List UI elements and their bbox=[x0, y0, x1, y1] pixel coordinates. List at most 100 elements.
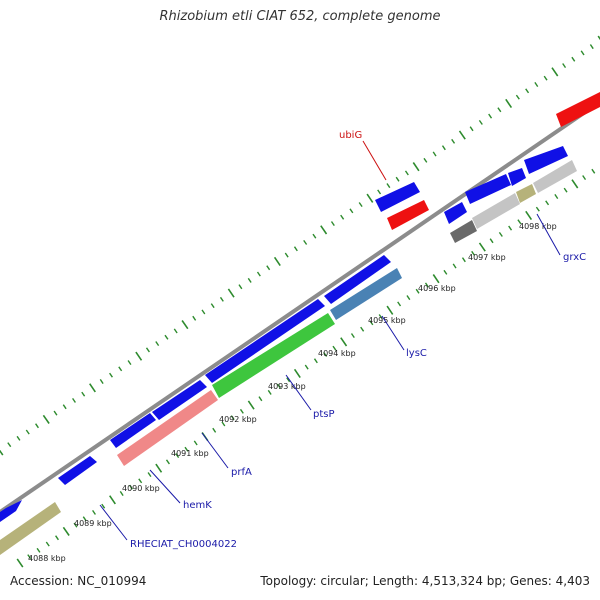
feature-pink-hemk[interactable] bbox=[117, 390, 218, 466]
tick-mark bbox=[27, 554, 32, 560]
gene-label-ptsp[interactable]: ptsP bbox=[313, 409, 335, 420]
tick-mark bbox=[201, 309, 206, 315]
feature-red-ubig[interactable] bbox=[387, 200, 429, 230]
tick-mark bbox=[266, 265, 271, 271]
tick-label: 4088 kbp bbox=[28, 554, 66, 563]
gene-label-hemk[interactable]: hemK bbox=[183, 500, 212, 511]
tick-mark bbox=[165, 459, 170, 465]
gene-label-ubig[interactable]: ubiG bbox=[339, 130, 362, 141]
tick-mark bbox=[471, 250, 476, 256]
tick-mark bbox=[488, 113, 493, 119]
feature-cds-7[interactable] bbox=[444, 202, 467, 224]
tick-mark bbox=[386, 183, 391, 189]
tick-mark bbox=[99, 379, 104, 384]
genome-backbone bbox=[0, 100, 600, 514]
tick-label: 4096 kbp bbox=[418, 284, 456, 293]
feature-light-gray-1[interactable] bbox=[472, 193, 520, 229]
tick-mark bbox=[545, 200, 550, 206]
tick-mark bbox=[62, 526, 70, 536]
tick-mark bbox=[517, 219, 522, 225]
feature-cds-ubig[interactable] bbox=[375, 182, 420, 212]
tick-mark bbox=[443, 269, 448, 275]
tick-mark bbox=[193, 440, 198, 446]
tick-mark bbox=[55, 535, 59, 541]
tick-mark bbox=[303, 239, 308, 245]
tick-mark bbox=[377, 189, 382, 195]
tick-mark bbox=[119, 491, 124, 496]
feature-cds-1[interactable] bbox=[0, 500, 22, 522]
tick-mark bbox=[395, 176, 400, 182]
feature-cds-8[interactable] bbox=[465, 174, 511, 204]
tick-label: 4092 kbp bbox=[219, 415, 257, 424]
tick-mark bbox=[238, 284, 243, 290]
tick-mark bbox=[397, 301, 402, 307]
tick-mark bbox=[589, 44, 594, 50]
tick-label: 4093 kbp bbox=[268, 382, 306, 391]
tick-mark bbox=[563, 187, 568, 193]
feature-cds-4[interactable] bbox=[152, 380, 207, 420]
leader-line bbox=[536, 213, 561, 256]
feature-green-ptsp[interactable] bbox=[212, 313, 335, 398]
gene-label-grxc[interactable]: grxC bbox=[563, 252, 586, 263]
tick-mark bbox=[386, 305, 394, 315]
feature-cds-9[interactable] bbox=[508, 168, 526, 186]
tick-label: 4091 kbp bbox=[171, 449, 209, 458]
tick-mark bbox=[129, 484, 133, 490]
tick-mark bbox=[323, 351, 328, 357]
tick-mark bbox=[286, 377, 291, 383]
tick-mark bbox=[562, 63, 567, 68]
outer-tick-track bbox=[0, 35, 600, 456]
tick-mark bbox=[155, 463, 163, 473]
feature-olive-2[interactable] bbox=[516, 184, 536, 203]
tick-mark bbox=[25, 429, 30, 435]
tick-mark bbox=[582, 175, 587, 180]
tick-label: 4095 kbp bbox=[368, 316, 406, 325]
tick-mark bbox=[81, 391, 86, 397]
tick-mark bbox=[478, 119, 483, 125]
feature-cds-5[interactable] bbox=[205, 299, 325, 383]
tick-mark bbox=[109, 372, 113, 378]
tick-mark bbox=[127, 360, 132, 365]
gene-label-lysc[interactable]: lysC bbox=[406, 348, 427, 359]
leader-line bbox=[149, 469, 181, 504]
feature-olive-1[interactable] bbox=[0, 502, 61, 555]
tick-mark bbox=[258, 396, 263, 402]
tick-mark bbox=[276, 383, 281, 389]
upper-feature-track bbox=[0, 92, 600, 522]
tick-mark bbox=[358, 202, 363, 208]
tick-mark bbox=[175, 453, 180, 458]
feature-dark-gray[interactable] bbox=[450, 220, 477, 243]
tick-mark bbox=[212, 427, 217, 433]
tick-label-group: 4088 kbp 4089 kbp 4090 kbp 4091 kbp 4092… bbox=[28, 222, 557, 563]
leader-line bbox=[99, 504, 128, 541]
tick-mark bbox=[181, 320, 189, 330]
tick-mark bbox=[508, 225, 513, 231]
tick-mark bbox=[534, 82, 539, 87]
tick-mark bbox=[424, 282, 429, 288]
tick-mark bbox=[273, 256, 281, 267]
feature-steel-lysc[interactable] bbox=[330, 268, 402, 320]
tick-mark bbox=[304, 364, 309, 370]
tick-mark bbox=[293, 246, 298, 252]
gene-label-prfa[interactable]: prfA bbox=[231, 467, 252, 478]
tick-mark bbox=[498, 231, 503, 237]
tick-mark bbox=[332, 345, 337, 351]
feature-red-top[interactable] bbox=[556, 92, 600, 127]
tick-mark bbox=[525, 210, 533, 221]
feature-cds-2[interactable] bbox=[58, 456, 97, 485]
feature-cds-3[interactable] bbox=[110, 413, 156, 448]
topology-summary-text: Topology: circular; Length: 4,513,324 bp… bbox=[260, 574, 590, 588]
feature-light-gray-2[interactable] bbox=[533, 160, 577, 193]
tick-mark bbox=[73, 522, 78, 528]
tick-mark bbox=[284, 252, 289, 258]
tick-mark bbox=[293, 368, 301, 379]
tick-mark bbox=[378, 314, 383, 320]
feature-cds-6[interactable] bbox=[324, 255, 391, 304]
tick-label: 4089 kbp bbox=[74, 519, 112, 528]
tick-mark bbox=[313, 358, 318, 364]
tick-mark bbox=[366, 193, 374, 203]
tick-mark bbox=[535, 206, 540, 212]
gene-label-rheciat[interactable]: RHECIAT_CH0004022 bbox=[130, 539, 237, 550]
lower-feature-track bbox=[0, 160, 577, 555]
feature-cds-10[interactable] bbox=[524, 146, 568, 174]
